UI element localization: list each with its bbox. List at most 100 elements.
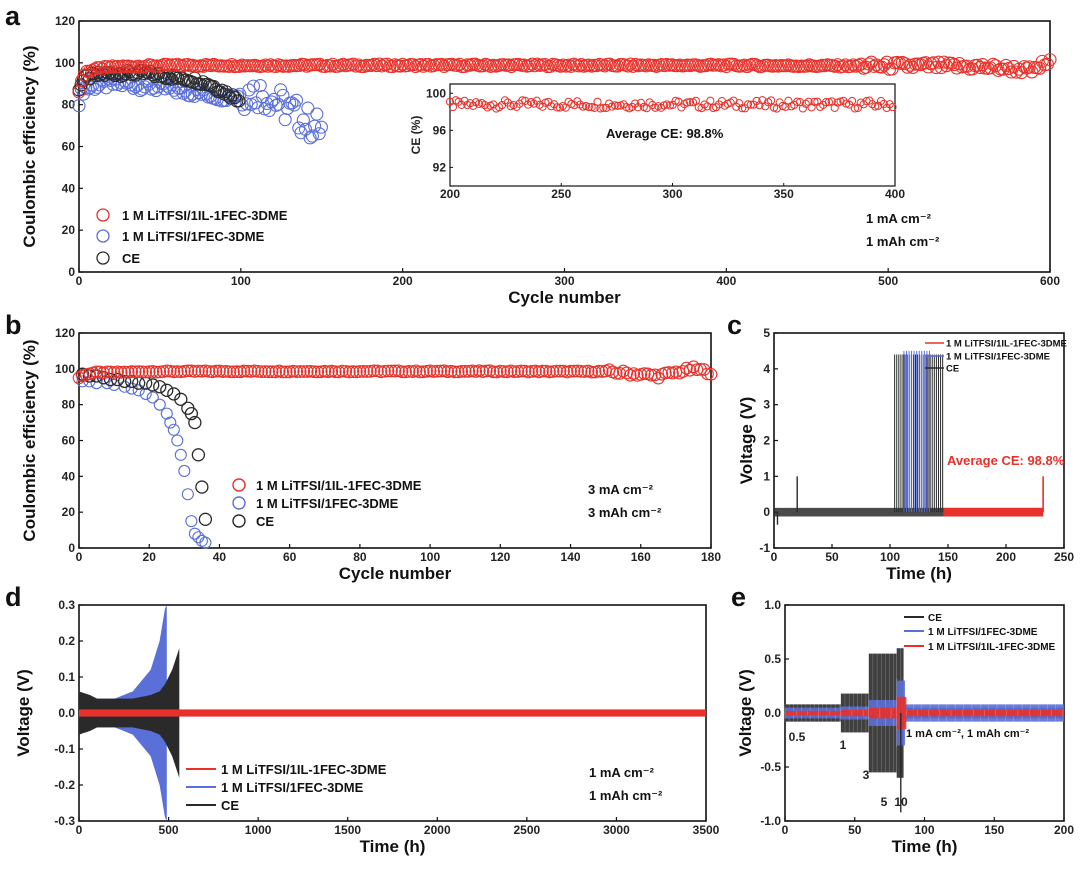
data-point-blue — [81, 82, 95, 96]
data-point-dark — [146, 378, 160, 392]
data-point-dark — [132, 376, 146, 390]
data-point-red — [232, 59, 247, 73]
data-point-red — [381, 364, 395, 378]
y-tick-label: 40 — [62, 181, 76, 195]
y-tick-label: 80 — [62, 398, 76, 412]
y-tick-label: 0.0 — [58, 706, 75, 720]
data-point-red — [750, 58, 764, 73]
y-tick-label: 40 — [62, 469, 76, 483]
data-point-red — [590, 59, 604, 73]
data-point-red — [328, 365, 342, 379]
data-point-red — [135, 365, 149, 379]
data-point-red — [335, 364, 349, 378]
legend-marker — [232, 496, 246, 510]
inset-data-point — [593, 97, 602, 106]
data-point-red — [170, 365, 184, 378]
inset-data-point — [518, 96, 527, 105]
data-point-red — [304, 364, 318, 378]
legend: 1 M LiTFSI/1IL-1FEC-3DME 1 M LiTFSI/1FEC-… — [925, 339, 1067, 375]
data-point-red — [913, 58, 928, 72]
inset-data-point — [827, 97, 836, 106]
inset-x-label: 400 — [885, 187, 905, 201]
data-point-red — [427, 365, 440, 378]
x-tick-label: 600 — [1040, 274, 1060, 288]
legend-marker — [232, 478, 246, 492]
data-point-red — [574, 365, 588, 378]
x-tick-label: 50 — [848, 823, 862, 837]
data-point-dark — [198, 512, 213, 526]
data-point-blue — [158, 82, 172, 96]
inset-data-point — [610, 101, 619, 110]
y-tick-label: -0.2 — [54, 778, 75, 792]
x-tick-label: 200 — [393, 274, 413, 288]
inset-data-point — [466, 99, 475, 108]
y-tick-label: 80 — [62, 98, 76, 112]
y-tick-label: 60 — [62, 434, 76, 448]
x-tick-label: 500 — [878, 274, 898, 288]
x-tick-label: 3000 — [603, 823, 630, 837]
y-tick-label: 20 — [62, 223, 76, 237]
x-tick-label: 200 — [1054, 823, 1074, 837]
inset-data-point — [685, 97, 695, 107]
panel-d: 0 500 1000 1500 2000 2500 3000 3500 -0.3 -0.2 -0.1… — [5, 582, 720, 856]
y-tick-label: 2 — [763, 434, 770, 448]
inset-y-label: 92 — [433, 160, 447, 174]
data-point-red — [125, 365, 139, 378]
data-point-blue — [305, 129, 319, 143]
data-point-red — [898, 57, 912, 71]
inset-data-point — [752, 96, 761, 106]
data-point-dark — [110, 372, 125, 387]
annotation-current: 1 mA cm⁻² — [866, 211, 932, 226]
inset-x-label: 200 — [440, 187, 460, 201]
x-tick-label: 140 — [561, 550, 581, 564]
data-point-blue — [271, 97, 285, 111]
data-point-blue — [129, 80, 143, 94]
inset: 200 250 300 350 400 92 96 100 CE (%) Average CE: … — [409, 83, 905, 201]
annotation-capacity: 3 mAh cm⁻² — [588, 505, 662, 520]
data-point-red — [497, 365, 511, 378]
data-point-red — [103, 60, 117, 74]
data-point-red — [87, 62, 102, 76]
data-point-red — [538, 57, 552, 72]
data-point-dark — [228, 91, 242, 105]
data-point-red — [515, 364, 528, 378]
y-tick-label: 100 — [55, 362, 75, 376]
data-point-dark — [194, 77, 208, 92]
inset-data-point — [712, 103, 721, 112]
data-point-red — [93, 61, 107, 75]
data-point-blue — [185, 515, 198, 528]
data-point-red — [422, 57, 436, 72]
inset-data-point — [619, 100, 628, 109]
y-tick-label: 4 — [763, 362, 770, 376]
inset-data-point — [821, 98, 831, 107]
data-point-red — [572, 59, 586, 73]
data-point-red — [528, 59, 542, 73]
data-point-blue — [153, 398, 166, 411]
data-point-red — [279, 365, 293, 379]
annotation-condition: 1 mA cm⁻², 1 mAh cm⁻² — [906, 728, 1029, 740]
data-point-red — [216, 365, 230, 378]
x-tick-label: 50 — [825, 550, 839, 564]
inset-data-point — [746, 100, 755, 109]
data-point-red — [237, 364, 251, 378]
data-point-dark — [125, 374, 139, 389]
data-point-red — [659, 366, 672, 380]
inset-y-title: CE (%) — [409, 116, 423, 155]
inset-data-point — [871, 102, 880, 111]
inset-x-label: 350 — [774, 187, 794, 201]
legend-label: 1 M LiTFSI/1IL-1FEC-3DME — [256, 478, 422, 493]
y-tick-label: -1.0 — [760, 814, 781, 828]
annotation-capacity: 1 mAh cm⁻² — [866, 234, 940, 249]
data-point-dark — [160, 383, 174, 397]
data-point-red — [167, 365, 181, 379]
data-point-red — [880, 55, 894, 69]
data-point-blue — [262, 103, 276, 118]
data-point-red — [128, 365, 142, 379]
inset-data-point — [810, 97, 819, 106]
data-point-red — [276, 365, 289, 379]
legend-label: 1 M LiTFSI/1IL-1FEC-3DME — [928, 642, 1056, 653]
data-point-red — [251, 365, 265, 378]
inset-y-label: 96 — [433, 123, 447, 137]
data-point-red — [727, 57, 741, 72]
inset-data-point — [457, 100, 466, 109]
